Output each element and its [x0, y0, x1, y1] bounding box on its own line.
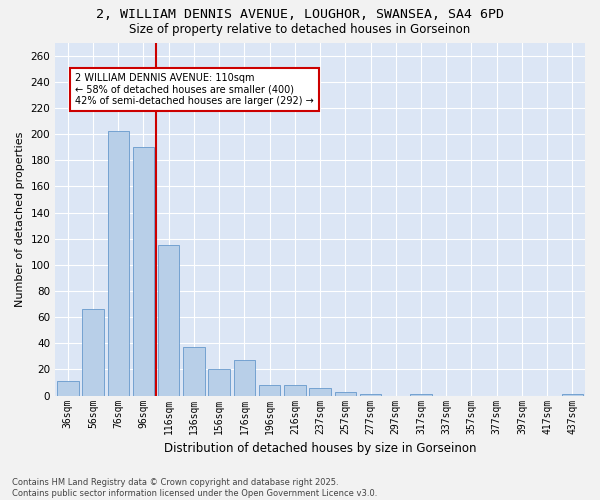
Bar — [183, 347, 205, 396]
Bar — [82, 310, 104, 396]
Text: 2 WILLIAM DENNIS AVENUE: 110sqm
← 58% of detached houses are smaller (400)
42% o: 2 WILLIAM DENNIS AVENUE: 110sqm ← 58% of… — [76, 72, 314, 106]
Bar — [310, 388, 331, 396]
Bar — [335, 392, 356, 396]
Bar — [57, 382, 79, 396]
Text: 2, WILLIAM DENNIS AVENUE, LOUGHOR, SWANSEA, SA4 6PD: 2, WILLIAM DENNIS AVENUE, LOUGHOR, SWANS… — [96, 8, 504, 20]
X-axis label: Distribution of detached houses by size in Gorseinon: Distribution of detached houses by size … — [164, 442, 476, 455]
Bar — [284, 385, 305, 396]
Bar — [360, 394, 381, 396]
Bar — [158, 245, 179, 396]
Text: Size of property relative to detached houses in Gorseinon: Size of property relative to detached ho… — [130, 22, 470, 36]
Bar — [107, 132, 129, 396]
Bar — [233, 360, 255, 396]
Bar — [562, 394, 583, 396]
Bar — [410, 394, 432, 396]
Bar — [133, 147, 154, 396]
Bar — [208, 370, 230, 396]
Text: Contains HM Land Registry data © Crown copyright and database right 2025.
Contai: Contains HM Land Registry data © Crown c… — [12, 478, 377, 498]
Bar — [259, 385, 280, 396]
Y-axis label: Number of detached properties: Number of detached properties — [15, 132, 25, 307]
